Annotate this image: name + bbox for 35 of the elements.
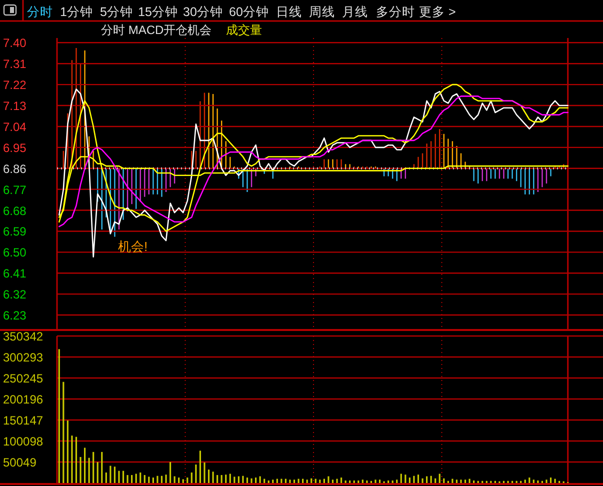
y-tick-label: 150147 (3, 414, 44, 428)
y-tick-label: 100098 (3, 434, 44, 448)
y-tick-label: 6.86 (3, 162, 27, 176)
annotation: 机会! (118, 239, 148, 254)
y-tick-label: 250245 (3, 372, 44, 386)
y-tick-label: 7.04 (3, 120, 27, 134)
text: 月线 (342, 5, 368, 19)
y-tick-label: 350342 (3, 330, 44, 344)
y-tick-label: 7.40 (3, 36, 27, 50)
text: 更多 > (419, 5, 456, 19)
text: 日线 (276, 5, 302, 19)
y-tick-label: 6.32 (3, 288, 27, 302)
y-tick-label: 7.22 (3, 78, 27, 92)
y-tick-label: 7.13 (3, 99, 27, 114)
y-tick-label: 7.31 (3, 57, 27, 72)
y-tick-label: 6.23 (3, 308, 27, 323)
text: 60分钟 (229, 5, 269, 19)
text: 分时 (27, 5, 53, 19)
y-tick-label: 6.41 (3, 266, 27, 281)
y-tick-label: 6.59 (3, 224, 27, 239)
y-tick-label: 50049 (3, 456, 37, 470)
text: 分时 MACD开仓机会 (101, 23, 212, 37)
text: 1分钟 (60, 5, 93, 19)
text: 15分钟 (138, 5, 178, 19)
text: 5分钟 (100, 5, 133, 19)
y-tick-label: 6.77 (3, 182, 27, 197)
y-tick-label: 6.95 (3, 140, 27, 155)
text: 成交量 (226, 23, 262, 37)
text: 30分钟 (183, 5, 223, 19)
text: 多分时 (376, 5, 415, 19)
y-tick-label: 200196 (3, 392, 44, 406)
y-tick-label: 300293 (3, 350, 44, 364)
y-tick-label: 6.50 (3, 246, 27, 260)
text: 周线 (309, 5, 335, 19)
y-tick-label: 6.68 (3, 204, 27, 218)
